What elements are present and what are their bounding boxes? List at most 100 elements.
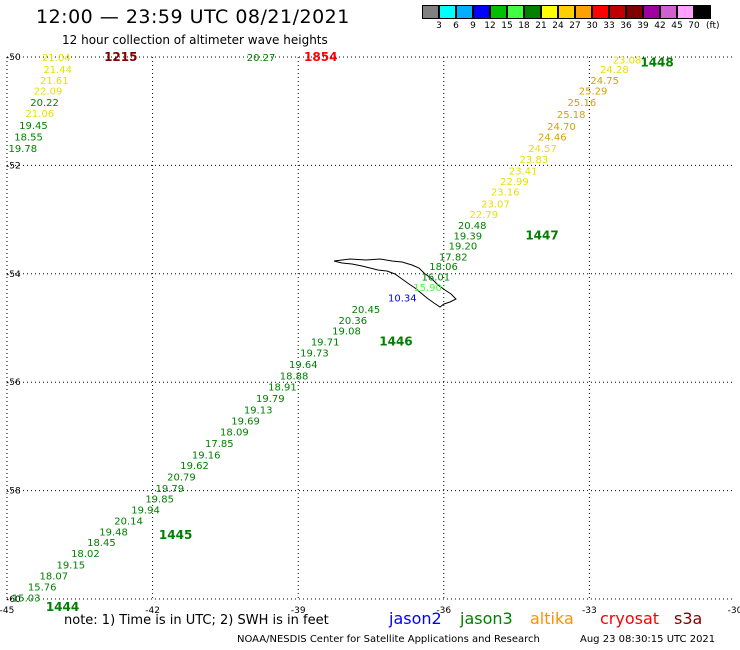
pass-time-label: 1215 — [104, 50, 137, 64]
legend-tick-label: 70 — [688, 21, 700, 31]
wave-height-label: 23.08 — [613, 56, 642, 67]
pass-time-labels: 1215 1854 1448 1447 1446 1445 1444 — [46, 50, 674, 614]
wave-height-label: 24.28 — [600, 65, 629, 76]
wave-height-label: 18.07 — [40, 572, 69, 583]
x-tick-label: -30 — [728, 606, 740, 616]
legend-tick-label: 21 — [535, 21, 547, 31]
legend-swatch — [626, 5, 643, 19]
wave-height-label: 23.83 — [520, 155, 549, 166]
footer-credit: NOAA/NESDIS Center for Satellite Applica… — [237, 634, 540, 645]
legend-tick-label: 15 — [501, 21, 513, 31]
wave-height-label: 19.13 — [244, 405, 273, 416]
pass-time-label: 1447 — [525, 228, 558, 242]
pass-time-label: 1444 — [46, 600, 79, 614]
sat-altika-label: altika — [530, 609, 574, 628]
legend-labels: 3 6 9 12 15 18 21 24 27 30 33 36 39 42 45 70 (ft) — [422, 19, 719, 33]
wave-height-label: 19.94 — [131, 506, 160, 517]
legend-swatch — [643, 5, 660, 19]
wave-height-label: 20.79 — [167, 473, 196, 484]
wave-height-label: 19.39 — [454, 231, 483, 242]
wave-height-label: 20.14 — [114, 516, 143, 527]
pass-time-label: 1854 — [304, 50, 337, 64]
wave-height-label: 24.70 — [547, 122, 576, 133]
x-tick-label: -36 — [436, 606, 451, 616]
wave-height-label: 19.79 — [156, 484, 185, 495]
pass-time-label: 1448 — [640, 55, 673, 69]
footer-note: note: 1) Time is in UTC; 2) SWH is in fe… — [64, 613, 329, 628]
wave-height-label: 19.15 — [57, 560, 86, 571]
wave-height-label: 19.85 — [145, 495, 174, 506]
wave-height-label: 24.75 — [590, 76, 619, 87]
legend-tick-label: 36 — [620, 21, 632, 31]
wave-height-label: 19.20 — [449, 242, 478, 253]
legend-tick-label: 12 — [484, 21, 496, 31]
wave-height-label: 19.08 — [332, 327, 361, 338]
legend-tick-label: 27 — [569, 21, 581, 31]
pass-time-label: 1446 — [379, 335, 412, 349]
wave-height-label: 18.45 — [87, 538, 116, 549]
sat-jason3-label: jason3 — [460, 609, 513, 628]
wave-height-label: 18.55 — [14, 133, 43, 144]
wave-height-label: 16.01 — [421, 273, 450, 284]
wave-height-label: 18.91 — [268, 383, 297, 394]
wave-height-label: 15.90 — [413, 283, 442, 294]
map-grid — [7, 57, 735, 599]
wave-height-label: 25.18 — [557, 110, 586, 121]
wave-height-label: 20.48 — [458, 221, 487, 232]
wave-height-label: 23.41 — [509, 166, 538, 177]
pass-time-label: 1445 — [159, 528, 192, 542]
wave-height-label: 23.07 — [481, 199, 510, 210]
wave-height-label: 25.29 — [579, 87, 608, 98]
y-tick-label: -54 — [6, 270, 21, 280]
wave-height-label: 15.76 — [28, 583, 57, 594]
wave-height-label: 19.48 — [99, 527, 128, 538]
legend-swatch — [609, 5, 626, 19]
legend-tick-label: 30 — [586, 21, 598, 31]
legend-tick-label: 45 — [671, 21, 683, 31]
sat-jason2-label: jason2 — [389, 609, 442, 628]
data-labels: 21.0421.4421.6122.0920.2221.0619.4518.55… — [8, 53, 641, 604]
legend-swatch — [558, 5, 575, 19]
sat-cryosat-label: cryosat — [600, 609, 660, 628]
wave-height-label: 10.34 — [388, 294, 417, 305]
wave-height-label: 19.16 — [192, 450, 221, 461]
legend-swatch — [422, 5, 439, 19]
wave-height-label: 24.57 — [528, 144, 557, 155]
legend-swatch — [660, 5, 677, 19]
wave-height-label: 21.61 — [40, 76, 69, 87]
wave-height-label: 19.73 — [300, 348, 329, 359]
wave-height-label: 17.85 — [205, 439, 234, 450]
wave-height-label: 18.88 — [280, 372, 309, 383]
legend-swatch — [592, 5, 609, 19]
sat-s3a-label: s3a — [674, 609, 703, 628]
legend-swatch — [439, 5, 456, 19]
legend-color-bar — [422, 5, 711, 19]
wave-height-label: 20.36 — [338, 316, 367, 327]
legend-swatch — [473, 5, 490, 19]
legend-swatch — [575, 5, 592, 19]
wave-height-label: 19.64 — [289, 360, 318, 371]
legend-swatch — [541, 5, 558, 19]
legend-tick-label: 6 — [453, 21, 459, 31]
wave-height-label: 19.78 — [8, 144, 37, 155]
legend-tick-label: 3 — [436, 21, 442, 31]
legend-tick-label: 18 — [518, 21, 530, 31]
wave-height-label: 19.71 — [311, 338, 340, 349]
legend-swatch — [490, 5, 507, 19]
chart-subtitle: 12 hour collection of altimeter wave hei… — [62, 33, 328, 47]
wave-height-label: 23.16 — [491, 187, 520, 198]
y-tick-label: -50 — [6, 53, 21, 63]
wave-height-label: 19.69 — [231, 417, 260, 428]
south-georgia-island — [333, 258, 457, 308]
y-tick-label: -60 — [6, 595, 21, 605]
y-tick-label: -52 — [6, 161, 21, 171]
legend-tick-label: 9 — [470, 21, 476, 31]
legend-tick-label: 24 — [552, 21, 564, 31]
wave-height-label: 15.03 — [12, 593, 41, 604]
wave-height-label: 19.62 — [180, 461, 209, 472]
wave-height-label: 25.16 — [568, 98, 597, 109]
legend-swatch — [677, 5, 694, 19]
wave-height-label: 19.79 — [256, 394, 285, 405]
wave-height-label: 22.79 — [470, 210, 499, 221]
